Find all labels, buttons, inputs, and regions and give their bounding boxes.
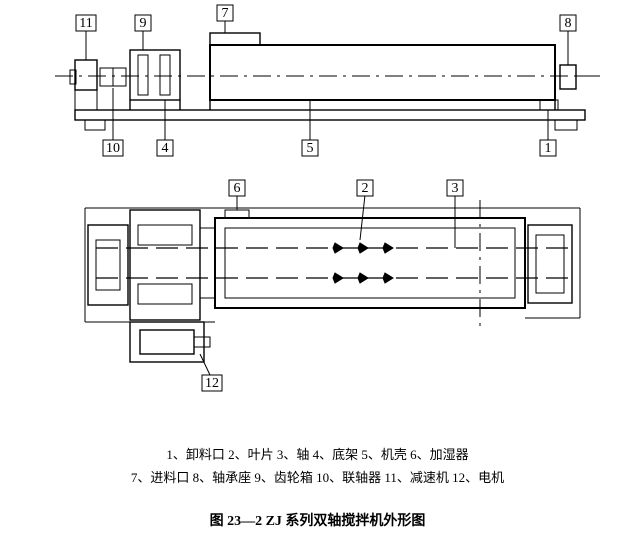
callout-11: 11 xyxy=(79,16,92,31)
legend-line-1: 1、卸料口 2、叶片 3、轴 4、底架 5、机壳 6、加湿器 xyxy=(0,445,635,466)
callout-6: 6 xyxy=(234,181,241,196)
motor-mount-top xyxy=(130,322,204,362)
top-view: 6 2 3 12 xyxy=(85,180,580,391)
base-frame xyxy=(75,110,585,120)
shell-side xyxy=(210,45,555,100)
callout-9: 9 xyxy=(140,16,147,31)
callout-10: 10 xyxy=(106,141,120,156)
callouts-side xyxy=(86,20,568,140)
side-view: 11 9 7 8 10 4 5 1 xyxy=(55,5,600,156)
blades xyxy=(333,243,393,283)
callout-12: 12 xyxy=(205,376,219,391)
callout-8: 8 xyxy=(565,16,572,31)
humidifier-top xyxy=(225,210,249,218)
bearing-seat-side xyxy=(560,65,576,89)
legend-line-2: 7、进料口 8、轴承座 9、齿轮箱 10、联轴器 11、减速机 12、电机 xyxy=(0,468,635,489)
drivebox-coupling-plate xyxy=(200,228,215,298)
shell-top-outer xyxy=(215,218,525,308)
reducer-side xyxy=(75,60,97,90)
foot-right xyxy=(555,120,577,130)
callouts-top-leaders xyxy=(200,195,455,375)
callout-5: 5 xyxy=(307,141,314,156)
motor-shaft-top xyxy=(194,337,210,347)
leftblock-top xyxy=(88,225,128,305)
shell-top-inner xyxy=(225,228,515,298)
foot-left xyxy=(85,120,105,130)
callout-numbers-top: 6 2 3 12 xyxy=(202,180,463,391)
callout-1: 1 xyxy=(545,141,552,156)
figure-caption: 图 23—2 ZJ 系列双轴搅拌机外形图 xyxy=(0,510,635,530)
callout-2: 2 xyxy=(362,181,369,196)
rightblock-top xyxy=(528,225,572,303)
callout-numbers-side: 11 9 7 8 10 4 5 1 xyxy=(76,5,576,156)
callout-3: 3 xyxy=(452,181,459,196)
gearbox-detail2 xyxy=(160,55,170,95)
callout-4: 4 xyxy=(162,141,169,156)
motor-top xyxy=(140,330,194,354)
feed-hopper-side xyxy=(210,33,260,45)
callout-7: 7 xyxy=(222,6,229,21)
mixer-outline-drawing: 11 9 7 8 10 4 5 1 xyxy=(0,0,635,410)
gearbox-detail1 xyxy=(138,55,148,95)
